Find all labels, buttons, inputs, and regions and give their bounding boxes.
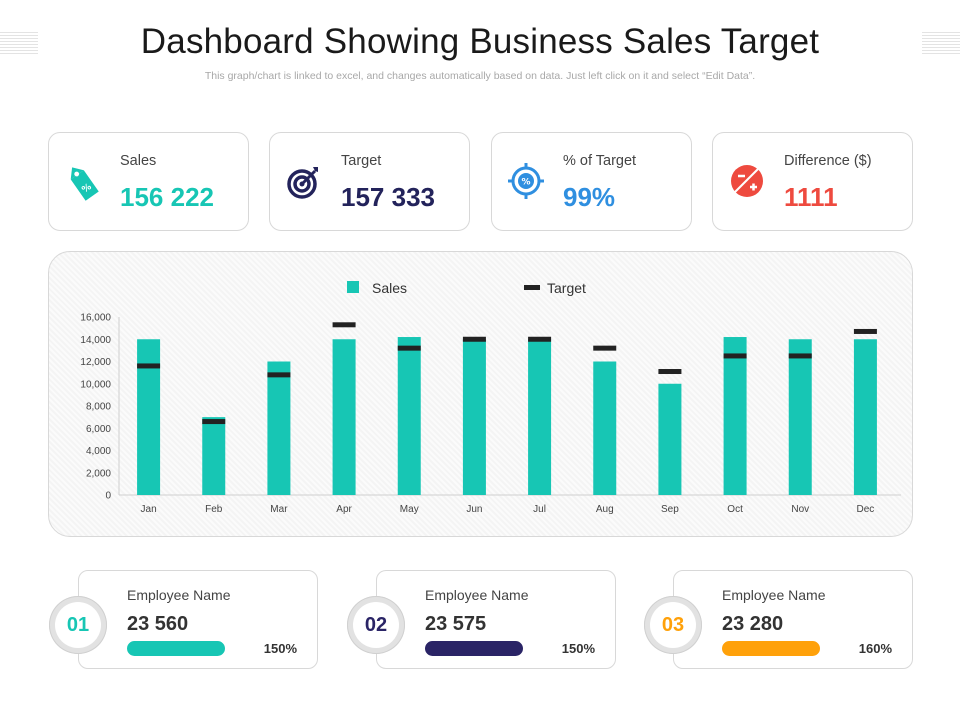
price-tag-icon: % [70, 167, 99, 201]
page-title: Dashboard Showing Business Sales Target [140, 22, 820, 61]
y-tick-label: 2,000 [86, 468, 111, 479]
x-tick-label: Nov [791, 504, 809, 515]
marker-target-mar [267, 372, 291, 378]
employee-badge-2: 02 [347, 596, 405, 654]
decorative-lines-left [0, 32, 38, 54]
kpi-label: Difference ($) [784, 153, 872, 169]
marker-target-apr [332, 322, 356, 328]
decorative-lines-right [922, 32, 960, 54]
x-tick-label: Oct [727, 504, 743, 515]
employee-number: 03 [650, 602, 696, 648]
target-icon [287, 167, 318, 199]
y-tick-label: 4,000 [86, 446, 111, 457]
employee-progress-bar [722, 641, 820, 656]
svg-text:%: % [521, 178, 530, 188]
bar-sales-jul [528, 339, 552, 495]
kpi-label: Sales [120, 153, 157, 169]
employee-badge-3: 03 [644, 596, 702, 654]
legend-label-target: Target [547, 280, 586, 296]
difference-icon [731, 165, 763, 197]
employee-name: Employee Name [127, 587, 231, 603]
kpi-value: 1111 [784, 182, 838, 212]
chart-panel: Sales Target 0 2,000 4,000 6,000 8,000 10,000… [48, 251, 913, 537]
employee-badge-1: 01 [49, 596, 107, 654]
employee-value: 23 280 [722, 613, 784, 635]
kpi-label: Target [341, 153, 382, 169]
employee-progress-bar [127, 641, 225, 656]
legend-swatch-target [524, 285, 540, 290]
y-tick-label: 8,000 [86, 402, 111, 413]
marker-target-dec [853, 328, 877, 334]
employee-card-2: Employee Name 23 575 150% [376, 570, 616, 669]
employee-number: 02 [353, 602, 399, 648]
kpi-value: 157 333 [341, 182, 435, 212]
bar-sales-mar [267, 361, 291, 495]
x-tick-label: Jul [533, 504, 546, 515]
bar-sales-jan [137, 339, 161, 495]
chart-legend: Sales Target [347, 280, 586, 296]
y-tick-label: 12,000 [80, 357, 111, 368]
kpi-value: 156 222 [120, 182, 214, 212]
employee-progress-bar [425, 641, 523, 656]
marker-target-jul [528, 336, 552, 342]
kpi-label: % of Target [563, 153, 637, 169]
kpi-card-percent-of-target: % % of Target 99% [491, 132, 692, 231]
x-tick-label: Aug [596, 504, 614, 515]
employee-card-3: Employee Name 23 280 160% [673, 570, 913, 669]
x-tick-label: Feb [205, 504, 223, 515]
bar-sales-aug [593, 361, 617, 495]
x-tick-label: Jun [466, 504, 482, 515]
marker-target-jun [462, 336, 486, 342]
percent-target-icon: % [508, 163, 544, 199]
legend-label-sales: Sales [372, 280, 407, 296]
page-subtitle: This graph/chart is linked to excel, and… [204, 70, 756, 82]
employee-percent: 150% [561, 641, 595, 656]
legend-swatch-sales [347, 281, 359, 293]
employee-card-1: Employee Name 23 560 150% [78, 570, 318, 669]
marker-target-may [397, 345, 421, 351]
bar-sales-oct [723, 337, 747, 495]
x-tick-label: Sep [661, 504, 679, 515]
employee-percent: 160% [858, 641, 892, 656]
bar-sales-nov [788, 339, 812, 495]
marker-target-nov [788, 353, 812, 359]
y-tick-label: 16,000 [80, 313, 111, 324]
y-tick-label: 6,000 [86, 424, 111, 435]
employee-number: 01 [55, 602, 101, 648]
employee-name: Employee Name [425, 587, 529, 603]
bar-sales-jun [462, 339, 486, 495]
marker-target-feb [202, 419, 226, 425]
x-tick-label: Apr [336, 504, 352, 515]
marker-target-oct [723, 353, 747, 359]
kpi-value: 99% [563, 182, 616, 212]
x-tick-label: Dec [857, 504, 875, 515]
employee-percent: 150% [263, 641, 297, 656]
marker-target-sep [658, 369, 682, 375]
bar-sales-sep [658, 383, 682, 495]
x-tick-label: May [400, 504, 419, 515]
y-tick-label: 0 [105, 491, 111, 502]
y-tick-label: 10,000 [80, 379, 111, 390]
marker-target-jan [137, 363, 161, 369]
bar-sales-may [397, 337, 421, 495]
bar-sales-dec [853, 339, 877, 495]
x-tick-label: Jan [141, 504, 157, 515]
kpi-card-sales: % Sales 156 222 [48, 132, 249, 231]
employee-value: 23 575 [425, 613, 487, 635]
x-tick-label: Mar [270, 504, 288, 515]
bar-sales-apr [332, 339, 356, 495]
sales-target-chart: Sales Target 0 2,000 4,000 6,000 8,000 10,000… [80, 280, 901, 515]
employee-value: 23 560 [127, 613, 189, 635]
employee-name: Employee Name [722, 587, 826, 603]
marker-target-aug [593, 345, 617, 351]
kpi-card-target: Target 157 333 [269, 132, 470, 231]
kpi-card-difference: Difference ($) 1111 [712, 132, 913, 231]
bar-sales-feb [202, 417, 226, 495]
y-tick-label: 14,000 [80, 335, 111, 346]
